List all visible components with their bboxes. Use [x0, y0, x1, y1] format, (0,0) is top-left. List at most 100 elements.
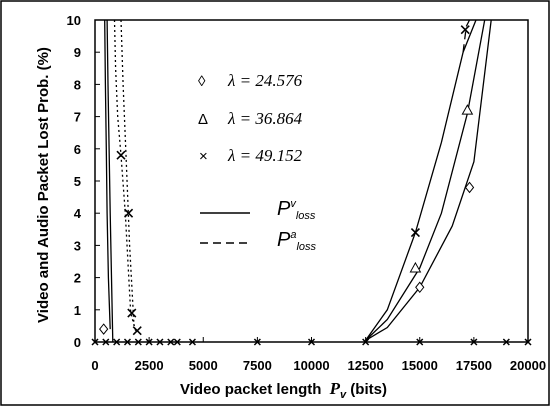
- data-series: [99, 19, 492, 343]
- legend-label-cross: λ = 49.152: [227, 146, 303, 165]
- data-point-cross-stroke: [127, 308, 137, 318]
- x-tick-label: 15000: [402, 358, 438, 373]
- y-tick-label: 4: [74, 206, 82, 221]
- data-point-diamond: [464, 181, 475, 194]
- y-tick-label: 8: [74, 77, 81, 92]
- series-line-audio-6: [113, 19, 137, 333]
- x-tick-label: 12500: [348, 358, 384, 373]
- x-tick-label: 20000: [510, 358, 546, 373]
- y-tick-label: 9: [74, 45, 81, 60]
- data-point-diamond: [415, 281, 425, 294]
- y-axis-title: Video and Audio Packet Lost Prob. (%): [35, 47, 52, 323]
- data-point-cross: [116, 150, 126, 160]
- x-tick-label: 10000: [293, 358, 329, 373]
- legend-label-triangle: λ = 36.864: [227, 109, 303, 128]
- legend-audio-base: P: [277, 229, 291, 251]
- baseline-marker-stroke: [123, 338, 132, 346]
- legend-audio-sub: loss: [296, 241, 316, 253]
- baseline-marker: [145, 338, 153, 346]
- legend: ◊ λ = 24.576 Δ λ = 36.864 × λ = 49.152 P…: [198, 71, 317, 253]
- x-axis-title: Video packet length Pv (bits): [180, 379, 387, 401]
- baseline-marker: [156, 338, 164, 346]
- baseline-marker-stroke: [102, 338, 110, 346]
- baseline-marker-stroke: [91, 338, 99, 346]
- baseline-marker-stroke: [113, 338, 121, 346]
- legend-entry-audio-loss: Paloss: [200, 229, 317, 253]
- baseline-marker-stroke: [362, 338, 370, 346]
- axis-ticks: 0 1 2 3 4 5 6 7 8 9 10 0 2500 5000 7500 10000 12500 15000…: [67, 13, 547, 373]
- data-point-cross: [460, 25, 470, 35]
- baseline-marker: [524, 338, 532, 346]
- baseline-marker: [188, 338, 196, 346]
- baseline-marker: [173, 338, 181, 346]
- baseline-marker-stroke: [253, 338, 261, 346]
- plot-area: [94, 19, 529, 343]
- x-tick-label: 0: [91, 358, 98, 373]
- baseline-marker-stroke: [145, 338, 153, 346]
- data-point-cross-stroke: [132, 326, 142, 336]
- baseline-marker: [113, 338, 121, 346]
- series-line-video-4: [104, 19, 111, 330]
- baseline-marker-stroke: [156, 338, 164, 346]
- series-line-video-5: [106, 19, 114, 343]
- legend-audio-sup: a: [290, 229, 296, 241]
- baseline-marker: [91, 338, 99, 346]
- x-axis-title-var: P: [329, 379, 341, 398]
- legend-entry-diamond: ◊ λ = 24.576: [198, 71, 303, 90]
- baseline-marker-stroke: [307, 338, 316, 346]
- baseline-marker-stroke: [167, 338, 175, 346]
- baseline-markers: [91, 338, 532, 346]
- baseline-marker: [134, 338, 142, 346]
- x-axis-title-text: Video packet length: [180, 381, 321, 398]
- series-line-video-0: [365, 19, 492, 341]
- baseline-marker-stroke: [134, 338, 142, 346]
- data-point-triangle: [409, 261, 422, 273]
- y-tick-label: 0: [74, 335, 81, 350]
- legend-label-video-loss: Pvloss: [277, 198, 316, 222]
- y-tick-label: 7: [74, 110, 81, 125]
- data-point-cross-stroke: [123, 208, 134, 218]
- y-tick-label: 2: [74, 271, 81, 286]
- series-line-audio-3: [462, 19, 471, 53]
- y-tick-label: 10: [67, 13, 81, 28]
- legend-entry-cross: × λ = 49.152: [199, 146, 303, 165]
- legend-video-sup: v: [290, 198, 297, 210]
- baseline-marker-stroke: [470, 338, 478, 346]
- y-tick-label: 1: [74, 303, 81, 318]
- x-tick-label: 5000: [189, 358, 218, 373]
- baseline-marker: [470, 338, 478, 346]
- baseline-marker: [102, 338, 110, 346]
- baseline-marker-stroke: [524, 338, 532, 346]
- legend-symbol-diamond: ◊: [198, 73, 206, 90]
- baseline-marker: [416, 338, 424, 346]
- baseline-marker: [307, 338, 316, 346]
- data-point-cross-stroke: [116, 150, 126, 160]
- data-point-cross: [123, 208, 134, 218]
- baseline-marker: [123, 338, 132, 346]
- legend-label-diamond: λ = 24.576: [227, 71, 303, 90]
- x-axis-title-var-sub: v: [340, 389, 347, 401]
- baseline-marker: [362, 338, 370, 346]
- baseline-marker-stroke: [502, 338, 510, 346]
- legend-label-audio-loss: Paloss: [277, 229, 317, 253]
- x-tick-label: 2500: [135, 358, 164, 373]
- baseline-marker: [502, 338, 510, 346]
- y-tick-label: 5: [74, 174, 81, 189]
- data-point-cross-stroke: [410, 227, 420, 238]
- data-point-diamond: [99, 323, 109, 335]
- baseline-marker-stroke: [173, 338, 181, 346]
- y-tick-label: 6: [74, 142, 81, 157]
- legend-video-base: P: [277, 198, 291, 220]
- series-line-audio-7: [120, 19, 135, 326]
- baseline-marker-stroke: [416, 338, 424, 346]
- data-point-cross: [410, 227, 420, 238]
- baseline-marker: [253, 338, 261, 346]
- x-axis-title-unit: (bits): [346, 381, 387, 398]
- legend-symbol-triangle: Δ: [198, 111, 208, 128]
- series-line-video-1: [365, 19, 486, 341]
- baseline-marker-stroke: [188, 338, 196, 346]
- x-tick-label: 7500: [243, 358, 272, 373]
- data-point-cross-stroke: [460, 25, 470, 35]
